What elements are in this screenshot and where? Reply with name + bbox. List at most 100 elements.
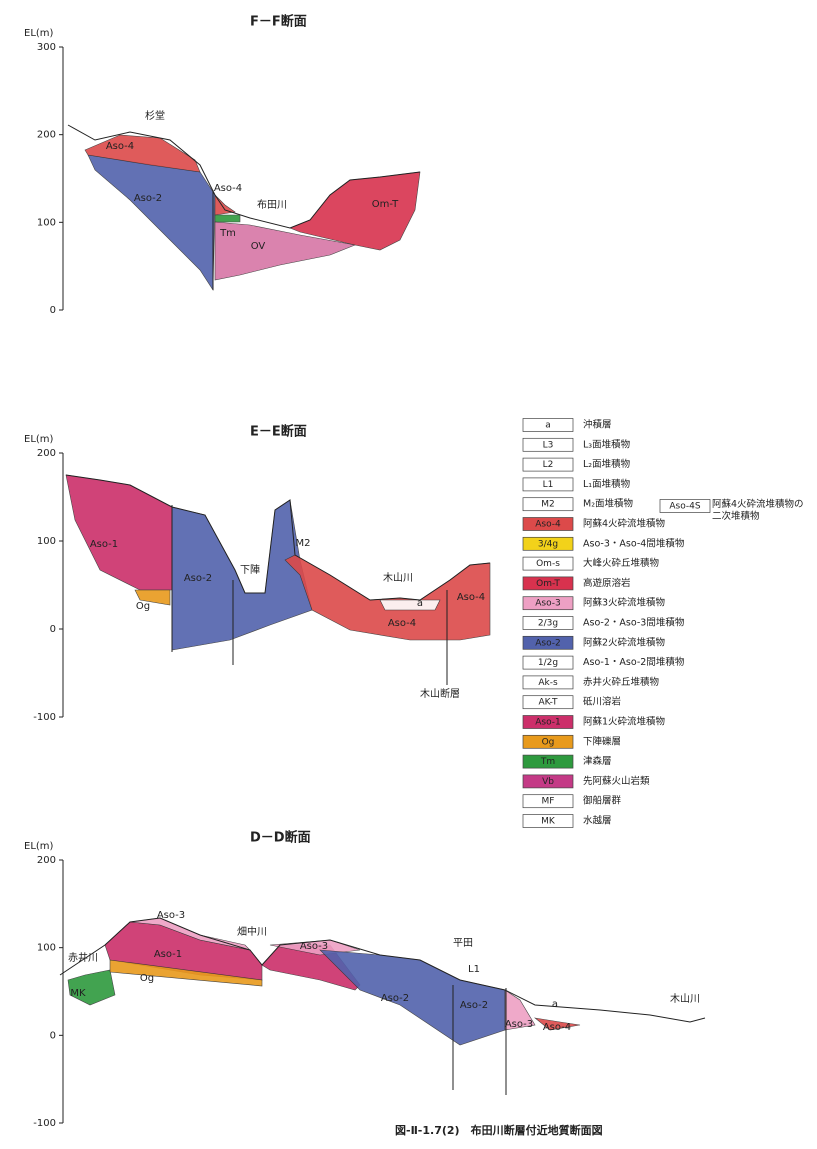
unit-aso2 bbox=[87, 154, 216, 291]
legend-swatch bbox=[522, 497, 574, 512]
y-tick-label: 200 bbox=[37, 448, 56, 459]
caption: 図-Ⅱ-1.7(2) 布田川断層付近地質断面図 bbox=[395, 1123, 603, 1137]
legend-text: 先阿蘇火山岩類 bbox=[583, 775, 650, 787]
legend-code: 2/3g bbox=[538, 619, 558, 629]
section-label: Aso-3 bbox=[300, 941, 328, 952]
section-label: 畑中川 bbox=[237, 925, 267, 938]
legend-text: L₃面堆積物 bbox=[583, 438, 631, 450]
section-label: Aso-3 bbox=[157, 910, 185, 921]
section-label: Aso-1 bbox=[154, 949, 182, 960]
section-label: Aso-4 bbox=[388, 618, 416, 629]
section-label: Og bbox=[136, 601, 150, 612]
legend-code: 1/2g bbox=[538, 658, 558, 668]
legend-text: Aso-1・Aso-2間堆積物 bbox=[583, 656, 685, 668]
section-label: OV bbox=[251, 241, 266, 252]
section-d-geology bbox=[59, 917, 706, 1095]
ground-surface bbox=[67, 124, 421, 229]
legend-text: 阿蘇2火砕流堆積物 bbox=[583, 636, 666, 648]
axis-label: EL(m) bbox=[24, 28, 54, 39]
section-label: Og bbox=[140, 973, 154, 984]
legend-swatch bbox=[522, 596, 574, 611]
section-label: Om-T bbox=[372, 199, 399, 210]
section-label: 下陣 bbox=[240, 563, 260, 576]
unit-tm bbox=[214, 214, 241, 223]
legend-code: L2 bbox=[543, 460, 554, 470]
section-label: Aso-4 bbox=[457, 592, 485, 603]
legend-text: L₁面堆積物 bbox=[583, 478, 631, 490]
legend-code: Aso-4 bbox=[535, 520, 561, 530]
legend-swatch bbox=[522, 754, 574, 769]
section-label: 木山断層 bbox=[420, 687, 460, 700]
unit-aso1 bbox=[65, 474, 173, 591]
legend-swatch bbox=[522, 774, 574, 789]
section-label: MK bbox=[70, 988, 86, 999]
legend-code: a bbox=[545, 421, 551, 431]
section-label: 布田川 bbox=[257, 199, 287, 211]
unit-a bbox=[379, 599, 441, 611]
legend-swatch bbox=[522, 675, 574, 690]
unit-aso3 bbox=[504, 989, 536, 1031]
section-label: Aso-2 bbox=[184, 573, 212, 584]
legend-text: 下陣礫層 bbox=[583, 735, 621, 747]
y-tick-label: 200 bbox=[37, 855, 56, 866]
section-label: Aso-3 bbox=[505, 1019, 533, 1030]
y-tick-label: 300 bbox=[37, 42, 56, 53]
section-label: Aso-2 bbox=[381, 993, 409, 1004]
legend-swatch bbox=[522, 418, 574, 432]
legend-code: MK bbox=[541, 817, 556, 827]
y-tick-label: -100 bbox=[33, 712, 56, 723]
axis-label: EL(m) bbox=[24, 841, 54, 852]
section-label: L1 bbox=[468, 964, 480, 975]
section-title: E－E断面 bbox=[250, 424, 307, 440]
section-title: D－D断面 bbox=[250, 830, 311, 846]
section-label: 木山川 bbox=[383, 572, 413, 584]
section-label: 木山川 bbox=[670, 993, 700, 1005]
legend-swatch bbox=[522, 794, 574, 809]
unit-mk bbox=[67, 969, 116, 1006]
legend-text: 高遊原溶岩 bbox=[583, 577, 631, 589]
legend-text: 御船層群 bbox=[583, 795, 622, 807]
unit-aso4 bbox=[214, 194, 236, 216]
legend-swatch bbox=[522, 556, 574, 571]
unit-aso4 bbox=[84, 134, 201, 173]
ground-surface bbox=[59, 917, 706, 1023]
y-tick-label: 100 bbox=[37, 217, 56, 228]
legend-text: 阿蘇1火砕流堆積物 bbox=[583, 716, 666, 728]
legend-text: 沖積層 bbox=[583, 419, 612, 431]
legend-swatch bbox=[522, 477, 574, 492]
legend-text: 阿蘇4火砕流堆積物 bbox=[583, 518, 666, 530]
legend-code: 3/4g bbox=[538, 539, 558, 549]
legend-code: Aso-4S bbox=[669, 502, 700, 512]
legend-swatch bbox=[522, 457, 574, 472]
section-f-geology bbox=[67, 124, 421, 291]
y-tick-label: -100 bbox=[33, 1118, 56, 1129]
section-label: 杉堂 bbox=[145, 109, 165, 122]
y-tick-label: 100 bbox=[37, 943, 56, 954]
legend-code: Om-s bbox=[536, 559, 560, 569]
legend-text: 赤井火砕丘堆積物 bbox=[583, 676, 660, 688]
legend-swatch bbox=[522, 517, 574, 531]
y-tick-label: 0 bbox=[50, 305, 56, 316]
unit-og bbox=[109, 959, 263, 987]
y-tick-label: 200 bbox=[37, 130, 56, 141]
section-label: 平田 bbox=[453, 938, 473, 949]
legend-code: L3 bbox=[543, 440, 554, 450]
legend-swatch bbox=[522, 814, 574, 828]
legend-swatch bbox=[522, 734, 574, 749]
legend-swatch bbox=[522, 635, 574, 650]
legend-swatch bbox=[522, 655, 574, 670]
unit-aso4 bbox=[533, 1017, 581, 1031]
legend-text: 水越層 bbox=[583, 815, 612, 827]
legend-swatch bbox=[522, 616, 574, 630]
section-label: Aso-1 bbox=[90, 539, 118, 550]
legend-code: M2 bbox=[541, 500, 555, 510]
axis-label: EL(m) bbox=[24, 434, 54, 445]
legend-swatch bbox=[522, 576, 574, 591]
section-label: Aso-2 bbox=[134, 193, 162, 204]
legend-code: Om-T bbox=[536, 579, 560, 589]
section-label: Tm bbox=[219, 228, 236, 239]
legend-text: 阿蘇3火砕流堆積物 bbox=[583, 597, 666, 609]
section-e-geology bbox=[65, 474, 491, 685]
